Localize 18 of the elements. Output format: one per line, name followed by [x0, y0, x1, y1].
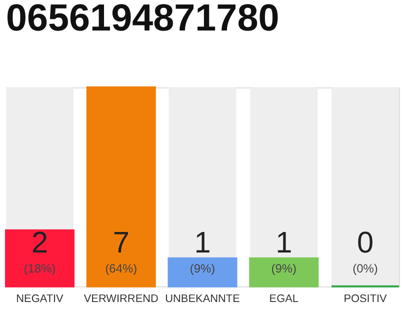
x-tick-label: VERWIRREND: [84, 292, 158, 305]
annotation: 1: [276, 226, 292, 260]
annotation: 7: [112, 226, 130, 260]
x-tick-label: NEGATIV: [16, 292, 64, 305]
data-label: (18%): [24, 261, 56, 276]
data-label: (9%): [190, 261, 216, 276]
data-label: (0%): [352, 261, 378, 276]
annotation: 0: [356, 226, 374, 260]
annotation: 2: [31, 226, 48, 260]
annotation: 1: [194, 226, 211, 260]
bar: [168, 257, 238, 288]
data-label: (64%): [105, 261, 138, 276]
x-tick-label: UNBEKANNTE: [165, 292, 240, 305]
x-tick-label: POSITIV: [344, 292, 388, 305]
data-label: (9%): [271, 261, 297, 276]
bar: [249, 257, 319, 288]
x-tick-label: EGAL: [269, 292, 298, 305]
chart-title: 0656194871780: [6, 0, 280, 40]
